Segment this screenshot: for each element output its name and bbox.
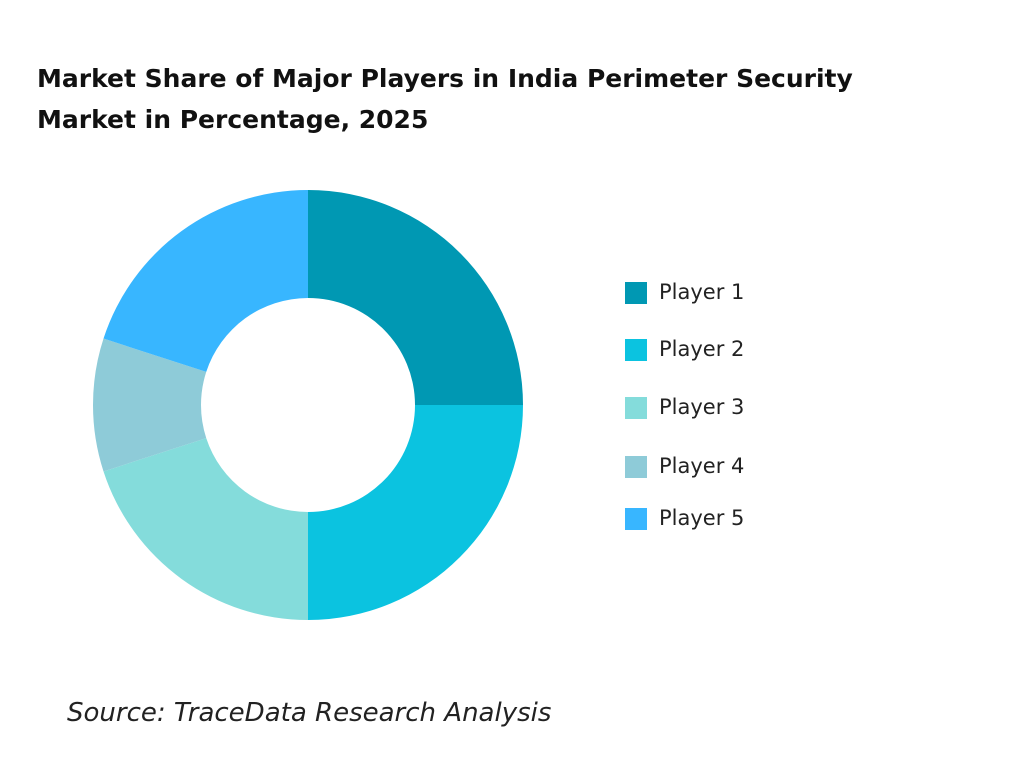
legend-label: Player 1 — [659, 280, 744, 304]
legend-swatch — [625, 339, 647, 361]
source-note: Source: TraceData Research Analysis — [67, 698, 552, 728]
legend-label: Player 2 — [659, 337, 744, 361]
legend-label: Player 3 — [659, 395, 744, 419]
chart-title: Market Share of Major Players in India P… — [37, 64, 853, 134]
legend-swatch — [625, 456, 647, 478]
donut-slice — [308, 190, 523, 405]
legend-swatch — [625, 508, 647, 530]
donut-slice — [103, 190, 308, 372]
legend-label: Player 4 — [659, 454, 744, 478]
donut-slice — [308, 405, 523, 620]
donut-slice — [103, 438, 308, 620]
legend-swatch — [625, 282, 647, 304]
legend-swatch — [625, 397, 647, 419]
legend-label: Player 5 — [659, 506, 744, 530]
donut-slice — [92, 338, 207, 472]
